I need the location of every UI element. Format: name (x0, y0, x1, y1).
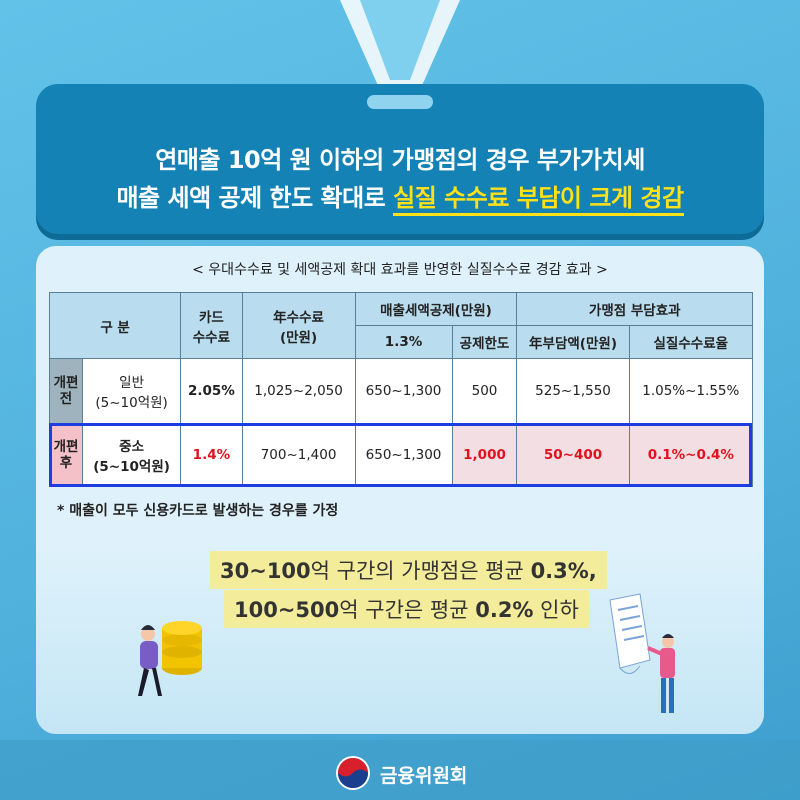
footnote: * 매출이 모두 신용카드로 발생하는 경우를 가정 (57, 503, 339, 519)
callout-2-text: 억 구간은 평균 (339, 598, 476, 622)
callout-2-value: 0.2% (475, 598, 534, 622)
cell-card-fee: 1.4% (180, 423, 243, 487)
header-category: 구 분 (48, 292, 182, 359)
row-type-general-1: 일반 (119, 375, 145, 391)
header-card-fee-1: 카드 (198, 309, 224, 326)
headline-line-1: 연매출 10억 원 이하의 가맹점의 경우 부가가치세 (155, 146, 645, 174)
callout-1-value: 0.3%, (530, 559, 597, 583)
callout-1-range: 30~100 (220, 559, 311, 583)
callout-2-range: 100~500 (234, 598, 340, 622)
person-with-receipt-illustration (609, 593, 675, 713)
table-row-sme: 개편후 중소 (5~10억원) 1.4% 700~1,400 650~1,300 … (49, 423, 754, 487)
cell-card-fee: 2.05% (180, 358, 243, 424)
side-label-before: 개편전 (49, 358, 83, 424)
callout-1-text: 억 구간의 가맹점은 평균 (310, 559, 531, 583)
row-type-sme-1: 중소 (119, 439, 145, 455)
header-burden: 가맹점 부담효과 (516, 292, 753, 326)
row-type-general: 일반 (5~10억원) (81, 358, 182, 424)
cell-credit: 650~1,300 (354, 423, 453, 487)
header-annual-fee-2: (만원) (279, 329, 318, 346)
headline-prefix: 매출 세액 공제 한도 확대로 (116, 184, 394, 212)
header-annual-fee-1: 年수수료 (273, 309, 324, 326)
row-type-sme-2: (5~10억원) (93, 459, 170, 475)
header-tax-rate: 1.3% (354, 325, 453, 359)
cell-real-rate: 1.05%~1.55% (628, 358, 754, 424)
table-caption: < 우대수수료 및 세액공제 확대 효과를 반영한 실질수수료 경감 효과 > (192, 262, 608, 278)
header-card-fee-2: 수수료 (192, 329, 231, 346)
row-type-general-2: (5~10억원) (95, 395, 168, 411)
cell-credit: 650~1,300 (354, 358, 453, 424)
cell-real-rate: 0.1%~0.4% (628, 423, 754, 487)
clip-hole (367, 95, 433, 109)
header-real-rate: 실질수수료율 (628, 325, 754, 359)
organization-name: 금융위원회 (380, 765, 468, 787)
cell-burden: 525~1,550 (516, 358, 630, 424)
callout-line-2: 100~500억 구간은 평균 0.2% 인하 (224, 590, 589, 628)
cell-annual-fee: 700~1,400 (241, 423, 356, 487)
header-tax-limit: 공제한도 (451, 325, 518, 359)
cell-limit: 1,000 (451, 423, 518, 487)
headline-line-2: 매출 세액 공제 한도 확대로 실질 수수료 부담이 크게 경감 (36, 178, 764, 216)
cell-burden: 50~400 (516, 423, 630, 487)
callout-2-suffix: 인하 (533, 598, 579, 622)
cell-limit: 500 (451, 358, 518, 424)
callout-line-1: 30~100억 구간의 가맹점은 평균 0.3%, (210, 551, 607, 589)
header-tax-credit: 매출세액공제(만원) (354, 292, 518, 326)
header-banner (36, 84, 764, 234)
cell-annual-fee: 1,025~2,050 (241, 358, 356, 424)
row-type-sme: 중소 (5~10억원) (81, 423, 182, 487)
table-row-general: 개편전 일반 (5~10억원) 2.05% 1,025~2,050 650~1,3… (49, 358, 754, 424)
side-label-after: 개편후 (49, 423, 83, 487)
header-annual-fee: 年수수료 (만원) (241, 292, 356, 359)
headline-highlight: 실질 수수료 부담이 크게 경감 (393, 184, 684, 216)
person-with-coins-illustration (138, 621, 202, 696)
government-emblem-icon (336, 756, 370, 790)
header-annual-burden: 年부담액(만원) (516, 325, 630, 359)
